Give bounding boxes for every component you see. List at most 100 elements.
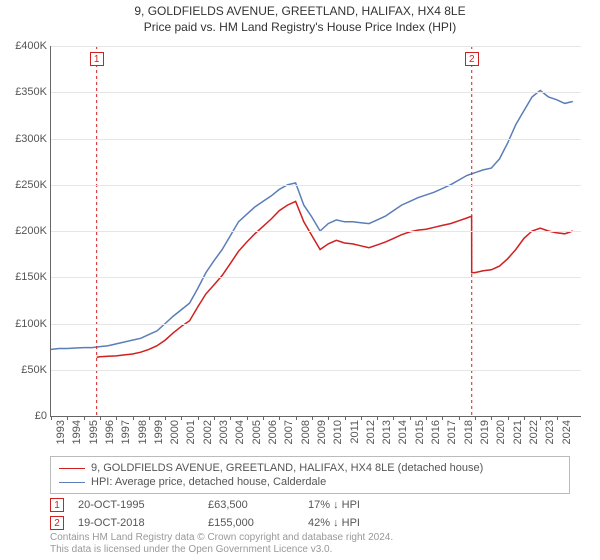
y-axis-label: £100K [15, 318, 47, 330]
gridline-h [51, 324, 581, 325]
footnote: Contains HM Land Registry data © Crown c… [50, 532, 393, 556]
x-tick [279, 416, 280, 420]
x-tick [247, 416, 248, 420]
y-axis-label: £0 [35, 410, 47, 422]
x-tick [214, 416, 215, 420]
x-tick [361, 416, 362, 420]
x-axis-label: 2000 [169, 420, 181, 444]
sale-price-2: £155,000 [208, 517, 308, 529]
x-tick [116, 416, 117, 420]
chart-area: £0£50K£100K£150K£200K£250K£300K£350K£400… [50, 46, 580, 416]
x-axis-label: 2022 [528, 420, 540, 444]
x-axis-label: 2013 [381, 420, 393, 444]
series-hpi [51, 90, 573, 349]
x-axis-label: 2021 [512, 420, 524, 444]
x-axis-label: 2020 [495, 420, 507, 444]
x-tick [100, 416, 101, 420]
x-axis-label: 2014 [397, 420, 409, 444]
x-axis-label: 1995 [88, 420, 100, 444]
sale-date-1: 20-OCT-1995 [78, 499, 208, 511]
x-axis-label: 2009 [316, 420, 328, 444]
x-tick [442, 416, 443, 420]
sale-row-1: 1 20-OCT-1995 £63,500 17% ↓ HPI [50, 498, 428, 512]
x-tick [524, 416, 525, 420]
x-tick [426, 416, 427, 420]
x-axis-label: 1994 [71, 420, 83, 444]
gridline-h [51, 277, 581, 278]
legend-row-property: 9, GOLDFIELDS AVENUE, GREETLAND, HALIFAX… [59, 461, 561, 475]
x-axis-label: 2003 [218, 420, 230, 444]
x-axis-label: 1993 [55, 420, 67, 444]
x-tick [67, 416, 68, 420]
footnote-line2: This data is licensed under the Open Gov… [50, 544, 393, 556]
gridline-h [51, 46, 581, 47]
sale-pct-2: 42% ↓ HPI [308, 517, 428, 529]
x-axis-label: 2024 [561, 420, 573, 444]
gridline-h [51, 92, 581, 93]
gridline-h [51, 185, 581, 186]
x-axis-label: 2008 [300, 420, 312, 444]
x-axis-label: 2004 [234, 420, 246, 444]
gridline-h [51, 139, 581, 140]
x-axis-label: 2023 [544, 420, 556, 444]
sale-marker-1: 1 [50, 498, 64, 512]
series-property [97, 201, 573, 357]
x-tick [198, 416, 199, 420]
x-axis-label: 2011 [349, 420, 361, 444]
x-tick [410, 416, 411, 420]
legend-swatch-hpi [59, 482, 85, 483]
y-axis-label: £250K [15, 179, 47, 191]
x-axis-label: 2017 [446, 420, 458, 444]
x-axis-label: 2018 [463, 420, 475, 444]
x-tick [540, 416, 541, 420]
x-axis-label: 1999 [153, 420, 165, 444]
gridline-h [51, 370, 581, 371]
sale-price-1: £63,500 [208, 499, 308, 511]
x-axis-label: 2010 [332, 420, 344, 444]
x-tick [181, 416, 182, 420]
x-axis-label: 1996 [104, 420, 116, 444]
title-address: 9, GOLDFIELDS AVENUE, GREETLAND, HALIFAX… [0, 4, 600, 18]
x-axis-label: 2019 [479, 420, 491, 444]
x-tick [84, 416, 85, 420]
x-tick [230, 416, 231, 420]
legend-label-property: 9, GOLDFIELDS AVENUE, GREETLAND, HALIFAX… [91, 462, 483, 474]
sale-row-2: 2 19-OCT-2018 £155,000 42% ↓ HPI [50, 516, 428, 530]
sale-marker-2: 2 [50, 516, 64, 530]
x-tick [345, 416, 346, 420]
x-tick [491, 416, 492, 420]
gridline-h [51, 231, 581, 232]
legend-box: 9, GOLDFIELDS AVENUE, GREETLAND, HALIFAX… [50, 456, 570, 494]
x-tick [51, 416, 52, 420]
footnote-line1: Contains HM Land Registry data © Crown c… [50, 532, 393, 544]
x-tick [312, 416, 313, 420]
sale-marker-box: 1 [90, 52, 104, 66]
legend-row-hpi: HPI: Average price, detached house, Cald… [59, 475, 561, 489]
x-tick [393, 416, 394, 420]
x-tick [508, 416, 509, 420]
sale-date-2: 19-OCT-2018 [78, 517, 208, 529]
x-tick [377, 416, 378, 420]
x-axis-label: 2006 [267, 420, 279, 444]
y-axis-label: £200K [15, 225, 47, 237]
sale-pct-1: 17% ↓ HPI [308, 499, 428, 511]
x-axis-label: 2005 [251, 420, 263, 444]
chart-container: 9, GOLDFIELDS AVENUE, GREETLAND, HALIFAX… [0, 0, 600, 560]
title-subtitle: Price paid vs. HM Land Registry's House … [0, 20, 600, 34]
x-axis-label: 2002 [202, 420, 214, 444]
x-tick [263, 416, 264, 420]
x-axis-label: 2007 [283, 420, 295, 444]
x-tick [557, 416, 558, 420]
y-axis-label: £300K [15, 133, 47, 145]
x-axis-label: 2016 [430, 420, 442, 444]
x-tick [328, 416, 329, 420]
sale-marker-box: 2 [465, 52, 479, 66]
x-tick [133, 416, 134, 420]
x-tick [296, 416, 297, 420]
y-axis-label: £400K [15, 40, 47, 52]
legend-swatch-property [59, 468, 85, 469]
x-axis-label: 2012 [365, 420, 377, 444]
x-axis-label: 2015 [414, 420, 426, 444]
x-axis-label: 1997 [120, 420, 132, 444]
x-tick [459, 416, 460, 420]
